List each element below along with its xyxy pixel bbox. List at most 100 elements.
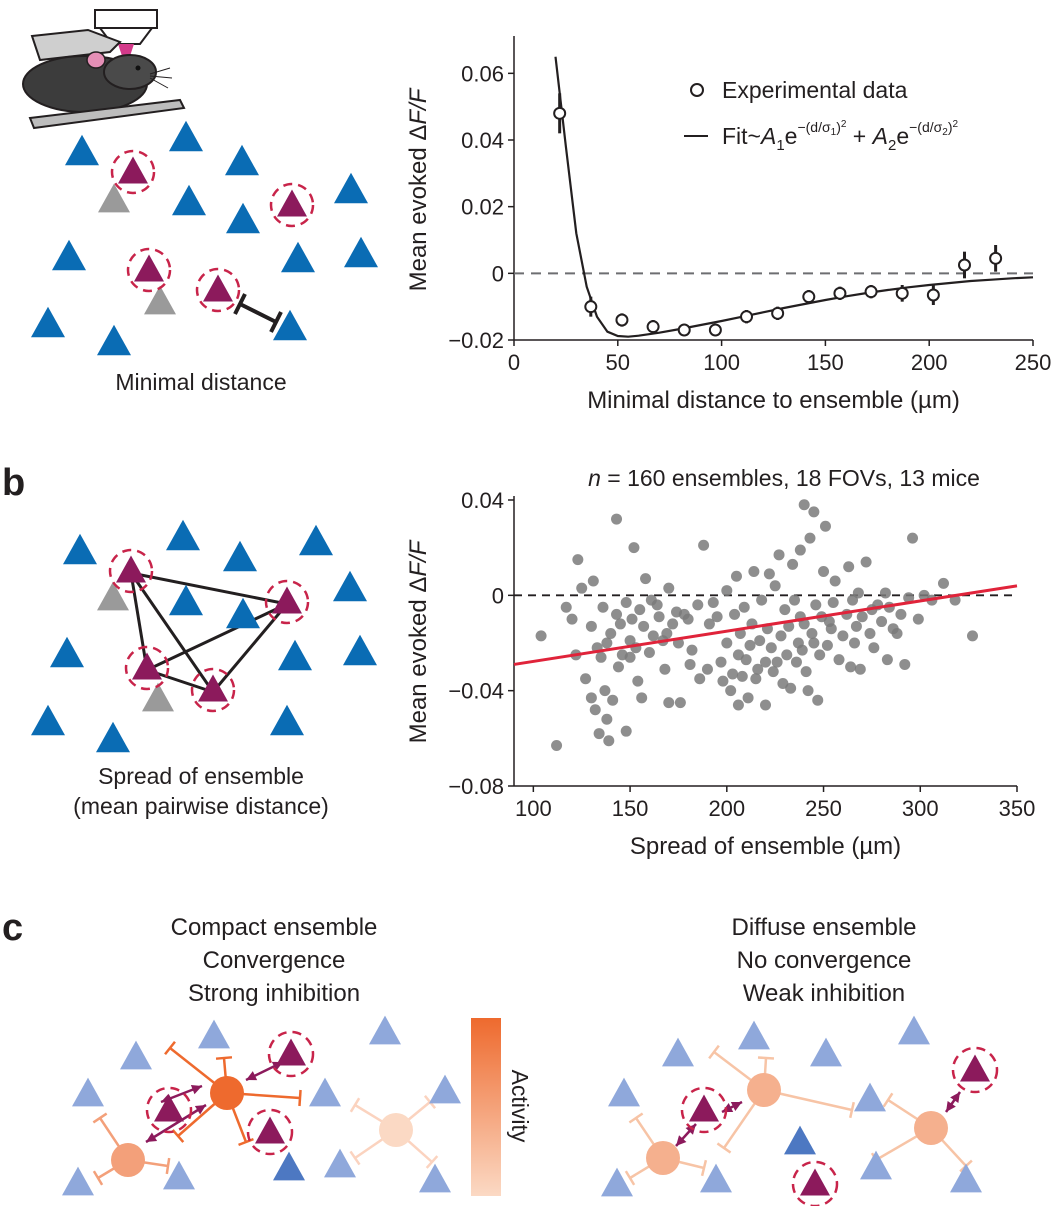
scatter-point (611, 513, 623, 525)
scatter-point (692, 599, 704, 611)
scatter-point (607, 694, 619, 706)
ensemble-ring (145, 1086, 193, 1134)
x-tick-label: 350 (999, 796, 1036, 821)
scatter-point (738, 601, 750, 613)
scatter-point (850, 620, 862, 632)
scatter-point (732, 699, 744, 711)
ensemble-neuron (689, 1094, 719, 1122)
scatter-point (620, 596, 632, 608)
scatter-point (653, 611, 665, 623)
x-tick-label: 250 (805, 796, 842, 821)
distance-bar-cap (233, 293, 247, 315)
scatter-point (881, 654, 893, 666)
y-tick-label: 0.02 (461, 195, 504, 220)
data-point (989, 251, 1003, 265)
schematic-b-caption-line2: (mean pairwise distance) (73, 793, 329, 819)
scatter-point (614, 618, 626, 630)
inhibitory-terminal (164, 1040, 176, 1056)
excitatory-arrow (145, 1103, 207, 1144)
scatter-point (789, 594, 801, 606)
fit-curve (554, 56, 1034, 338)
excitatory-neuron (172, 184, 206, 216)
scatter-point (767, 666, 779, 678)
scatter-point (624, 651, 636, 663)
data-point (740, 310, 754, 324)
ensemble-ring (124, 645, 170, 691)
data-point (957, 258, 971, 272)
scatter-point (798, 499, 810, 511)
scatter-point (601, 637, 613, 649)
scatter-point (634, 604, 646, 616)
pairwise-edge (146, 602, 288, 672)
left-title-line3: Strong inhibition (188, 980, 360, 1007)
scatter-point (800, 666, 812, 678)
interneuron-target-neuron (120, 1040, 152, 1070)
ensemble-ring (680, 1086, 728, 1134)
ensemble-neuron (118, 156, 148, 184)
scatter-point (903, 592, 915, 604)
chart-b: 100 150 200 250 300 350 −0.08 −0.04 0 0.04 Spread … (405, 488, 1035, 860)
x-tick-label: 200 (911, 350, 948, 375)
scatter-point (647, 630, 659, 642)
regression-line (513, 584, 1018, 666)
scatter-point (763, 568, 775, 580)
scatter-point (593, 728, 605, 740)
scatter-point (661, 627, 673, 639)
scatter-point (779, 604, 791, 616)
ensemble-ring (951, 1046, 999, 1094)
scatter-point (802, 685, 814, 697)
scatter-point (587, 575, 599, 587)
scatter-point (535, 630, 547, 642)
scatter-point (899, 658, 911, 670)
scatter-point (595, 651, 607, 663)
scatter-point (626, 613, 638, 625)
scatter-point (684, 658, 696, 670)
scatter-point (603, 735, 615, 747)
panel-label-c: c (2, 907, 23, 949)
ensemble-ring (190, 667, 236, 713)
ensemble-neuron (255, 1116, 285, 1144)
data-point (895, 286, 909, 300)
right-title-line2: No convergence (737, 947, 912, 974)
excitatory-neuron (169, 584, 203, 616)
scatter-point (721, 585, 733, 597)
scatter-point (599, 685, 611, 697)
scatter-point (612, 661, 624, 673)
schematic-b-caption-line1: Spread of ensemble (98, 763, 304, 789)
scatter-point (651, 599, 663, 611)
excitatory-neuron (226, 597, 260, 629)
scatter-point (740, 654, 752, 666)
scatter-point (781, 649, 793, 661)
chart-b-title: n = 160 ensembles, 18 FOVs, 13 mice (588, 465, 980, 491)
arrow-head (194, 1105, 206, 1115)
interneuron-target-neuron (810, 1037, 842, 1067)
scatter-point (674, 697, 686, 709)
ensemble-neuron (198, 674, 228, 702)
pairwise-edge (129, 572, 215, 693)
chart-a-legend: Experimental data Fit~A1e−(d/σ1)2 + A2e−… (684, 77, 959, 154)
data-point (553, 106, 567, 120)
scatter-point (773, 549, 785, 561)
panel-c-networks (62, 1015, 999, 1206)
scatter-point (818, 566, 830, 577)
ensemble-neuron (134, 254, 164, 282)
interneuron-target-neuron (784, 1125, 816, 1155)
scatter-point (730, 570, 742, 582)
scatter-point (605, 627, 617, 639)
activity-colorbar (471, 1018, 501, 1196)
scatter-point (750, 673, 762, 685)
scatter-point (585, 620, 597, 632)
data-point (802, 290, 816, 304)
excitatory-neuron (334, 172, 368, 204)
scatter-point (775, 630, 787, 642)
interneuron-target-neuron (738, 1020, 770, 1050)
interneuron-target-neuron (369, 1015, 401, 1045)
pairwise-edge (129, 572, 149, 671)
scatter-point (814, 649, 826, 661)
excitatory-neuron (225, 144, 259, 176)
chart-a: 0 50 100 150 200 250−0.0200.020.040.06Minimal… (405, 36, 1051, 414)
scatter-point (551, 739, 563, 751)
ensemble-ring (246, 1108, 294, 1156)
scatter-point (806, 627, 818, 639)
excitatory-neuron (226, 202, 260, 234)
